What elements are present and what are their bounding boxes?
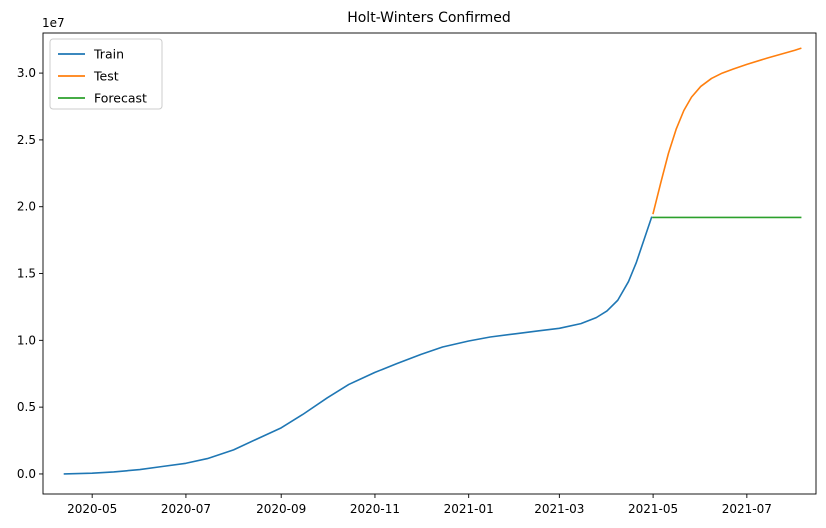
legend-label-forecast: Forecast <box>94 91 147 106</box>
x-tick-label: 2020-07 <box>161 502 211 516</box>
x-tick-label: 2020-11 <box>350 502 400 516</box>
legend-box <box>49 38 163 110</box>
x-tick-label: 2021-03 <box>534 502 584 516</box>
series-line-test <box>652 47 802 215</box>
legend-label-train: Train <box>93 47 124 62</box>
axes-frame <box>42 32 817 495</box>
y-tick-label: 1.0 <box>17 333 36 347</box>
x-tick-label: 2021-07 <box>722 502 772 516</box>
x-tick-label: 2021-05 <box>628 502 678 516</box>
y-tick-label: 3.0 <box>17 66 36 80</box>
x-tick-label: 2021-01 <box>444 502 494 516</box>
x-tick-label: 2020-09 <box>256 502 306 516</box>
y-offset-label: 1e7 <box>42 16 65 30</box>
chart-title: Holt-Winters Confirmed <box>347 10 511 26</box>
y-tick-label: 0.0 <box>17 467 36 481</box>
legend-label-test: Test <box>93 69 119 84</box>
plot-area: 2020-05 2020-07 2020-09 2020-11 2021-01 2021-… <box>17 32 817 516</box>
y-tick-label: 2.0 <box>17 200 36 214</box>
x-tick-label: 2020-05 <box>67 502 117 516</box>
y-tick-label: 0.5 <box>17 400 36 414</box>
series-line-train <box>63 216 653 475</box>
y-tick-label: 1.5 <box>17 267 36 281</box>
y-tick-label: 2.5 <box>17 133 36 147</box>
